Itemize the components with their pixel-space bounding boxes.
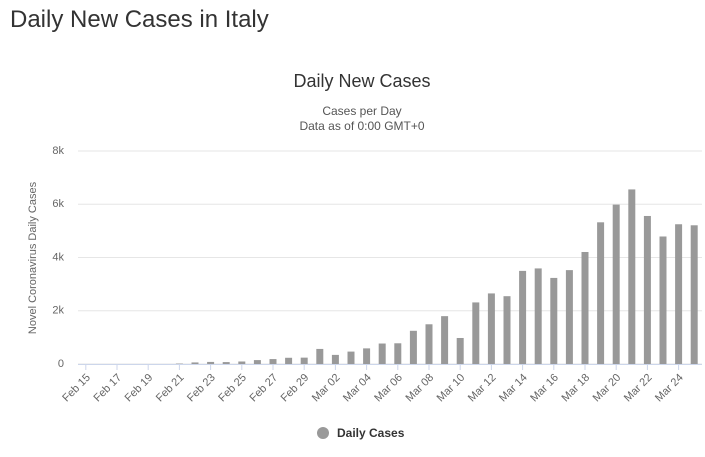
bar xyxy=(565,270,573,364)
bar xyxy=(675,224,683,364)
x-tick-label: Mar 04 xyxy=(341,372,374,405)
bar xyxy=(550,277,558,364)
bar xyxy=(347,351,355,364)
x-tick-label: Mar 06 xyxy=(372,372,405,405)
x-tick-label: Mar 02 xyxy=(310,372,343,405)
y-tick-label: 6k xyxy=(52,198,64,210)
y-axis-label: Novel Coronavirus Daily Cases xyxy=(27,181,39,334)
bar xyxy=(628,189,636,364)
x-tick-label: Mar 12 xyxy=(466,372,499,405)
bar xyxy=(394,343,402,364)
bar xyxy=(597,222,605,364)
bar xyxy=(331,354,339,364)
bar xyxy=(472,302,480,364)
y-tick-label: 0 xyxy=(58,358,64,370)
bar xyxy=(207,361,215,364)
x-tick-label: Feb 23 xyxy=(185,372,218,405)
bar xyxy=(503,296,511,364)
bar xyxy=(581,251,589,364)
bar xyxy=(519,270,527,364)
chart-title: Daily New Cases xyxy=(293,71,430,91)
bar xyxy=(269,359,277,364)
bar xyxy=(316,348,324,364)
bar xyxy=(191,362,199,364)
bar xyxy=(534,268,542,364)
y-tick-label: 4k xyxy=(52,251,64,263)
x-tick-label: Mar 18 xyxy=(559,372,592,405)
bar xyxy=(425,324,433,364)
bar xyxy=(378,343,386,364)
x-tick-label: Mar 10 xyxy=(435,372,468,405)
x-tick-label: Feb 17 xyxy=(91,372,124,405)
bar xyxy=(253,360,261,364)
x-tick-label: Mar 22 xyxy=(622,372,655,405)
x-tick-label: Feb 19 xyxy=(123,372,156,405)
bar xyxy=(659,236,667,364)
bar xyxy=(456,337,464,364)
bar xyxy=(487,293,495,364)
x-tick-label: Mar 08 xyxy=(403,372,436,405)
y-tick-label: 2k xyxy=(52,305,64,317)
x-tick-label: Mar 14 xyxy=(497,372,530,405)
bar xyxy=(238,361,246,364)
legend-marker xyxy=(317,427,329,439)
x-tick-label: Feb 21 xyxy=(154,372,187,405)
bar xyxy=(409,330,417,364)
bar xyxy=(643,215,651,364)
x-tick-label: Mar 24 xyxy=(653,372,686,405)
x-tick-label: Mar 16 xyxy=(528,372,561,405)
y-tick-label: 8k xyxy=(52,145,64,157)
bar xyxy=(363,348,371,364)
bar xyxy=(690,225,698,364)
bar xyxy=(300,357,308,364)
chart-subtitle: Data as of 0:00 GMT+0 xyxy=(299,119,424,133)
x-tick-label: Feb 27 xyxy=(247,372,280,405)
bar xyxy=(441,316,449,364)
bar xyxy=(612,204,620,364)
x-tick-label: Feb 15 xyxy=(60,372,93,405)
x-tick-label: Feb 25 xyxy=(216,372,249,405)
legend-label: Daily Cases xyxy=(337,426,405,440)
bar xyxy=(285,357,293,364)
page-title: Daily New Cases in Italy xyxy=(10,6,269,33)
x-tick-label: Feb 29 xyxy=(279,372,312,405)
x-tick-label: Mar 20 xyxy=(591,372,624,405)
chart-subtitle: Cases per Day xyxy=(322,104,401,118)
bar xyxy=(222,362,230,364)
